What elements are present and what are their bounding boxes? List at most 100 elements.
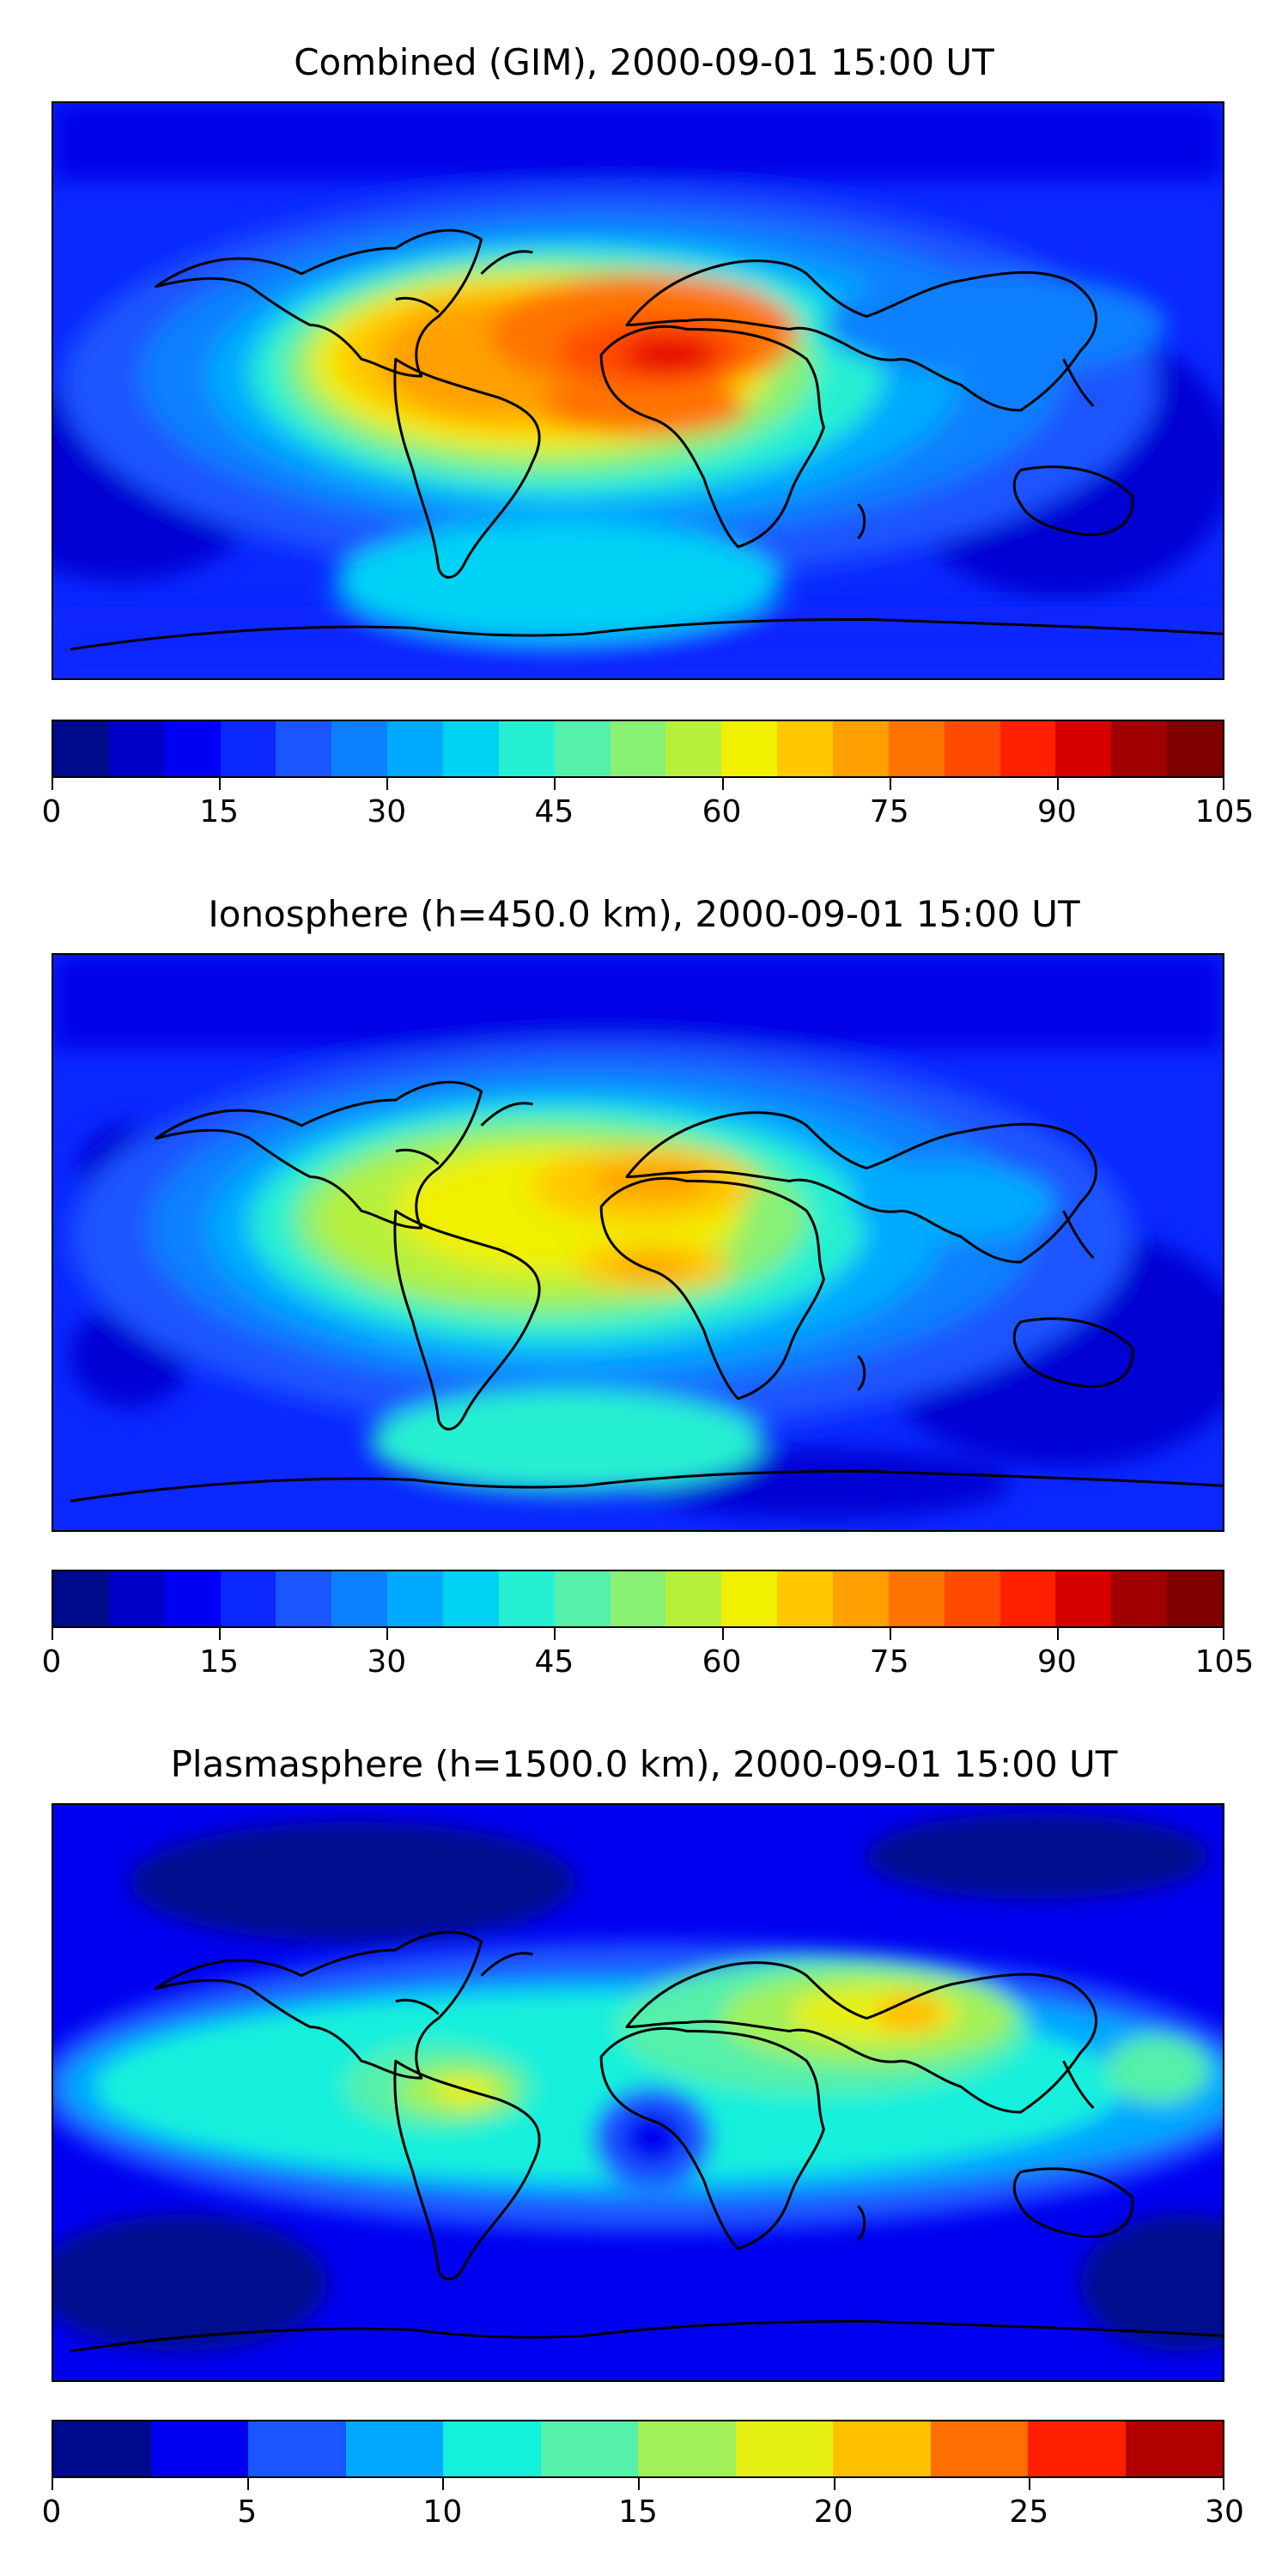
colorbar-segment xyxy=(345,2421,443,2476)
colorbar-tick-label: 45 xyxy=(534,794,574,829)
colorbar-segment xyxy=(554,1571,611,1626)
combined-colorbar-ticks: 0 15 30 45 60 75 90 105 xyxy=(42,778,1254,829)
colorbar-segment xyxy=(833,2421,931,2476)
colorbar-segment xyxy=(498,721,555,776)
colorbar-segment xyxy=(888,721,945,776)
colorbar-segment xyxy=(220,721,276,776)
colorbar-tick-label: 10 xyxy=(422,2494,463,2530)
colorbar-segment xyxy=(248,2421,346,2476)
colorbar-segment xyxy=(443,721,499,776)
colorbar-segment xyxy=(833,721,889,776)
colorbar-tick-mark xyxy=(52,1628,53,1640)
colorbar-tick-mark xyxy=(889,1628,891,1640)
colorbar-tick-label: 60 xyxy=(702,1644,742,1680)
colorbar-tick-label: 75 xyxy=(869,1644,909,1680)
colorbar-tick-mark xyxy=(219,778,222,790)
colorbar-segment xyxy=(777,1571,834,1626)
colorbar-tick-label: 15 xyxy=(199,794,240,829)
colorbar-segment xyxy=(53,1571,109,1626)
colorbar-segment xyxy=(276,1571,332,1626)
colorbar-segment xyxy=(164,1571,221,1626)
colorbar-tick-label: 0 xyxy=(41,794,62,829)
colorbar-segment xyxy=(53,2421,151,2476)
colorbar-tick-mark xyxy=(219,1628,222,1640)
colorbar-segment xyxy=(665,1571,722,1626)
colorbar-segment xyxy=(1167,721,1223,776)
colorbar-tick-mark xyxy=(833,2478,835,2490)
colorbar-segment xyxy=(554,721,611,776)
colorbar-segment xyxy=(443,2421,541,2476)
colorbar-segment xyxy=(930,2421,1028,2476)
colorbar-segment xyxy=(540,2421,638,2476)
colorbar-tick-mark xyxy=(442,2478,445,2490)
colorbar-tick-label: 75 xyxy=(869,794,909,829)
colorbar-tick-mark xyxy=(246,2478,249,2490)
colorbar-segment xyxy=(108,721,165,776)
colorbar-segment xyxy=(1055,721,1112,776)
colorbar-tick-label: 60 xyxy=(702,794,742,829)
colorbar-tick-label: 0 xyxy=(41,2494,62,2530)
colorbar-tick-mark xyxy=(386,778,389,790)
colorbar-tick-label: 30 xyxy=(367,1644,407,1680)
colorbar-segment xyxy=(150,2421,248,2476)
colorbar-segment xyxy=(1028,2421,1126,2476)
colorbar-tick-mark xyxy=(1223,2478,1224,2490)
colorbar-tick-mark xyxy=(721,778,724,790)
colorbar-tick-mark xyxy=(52,778,53,790)
colorbar-tick-label: 30 xyxy=(367,794,407,829)
colorbar-segment xyxy=(1167,1571,1223,1626)
colorbar-segment xyxy=(220,1571,276,1626)
colorbar-segment xyxy=(387,721,444,776)
colorbar-tick-label: 105 xyxy=(1194,794,1255,829)
colorbar-tick-label: 5 xyxy=(237,2494,258,2530)
colorbar-tick-label: 25 xyxy=(1009,2494,1049,2530)
combined-tec-field xyxy=(53,103,1223,678)
colorbar-segment xyxy=(1125,2421,1223,2476)
colorbar-segment xyxy=(999,721,1056,776)
colorbar-tick-label: 105 xyxy=(1194,1644,1255,1680)
colorbar-segment xyxy=(944,1571,1000,1626)
colorbar-segment xyxy=(164,721,221,776)
colorbar-tick-mark xyxy=(554,1628,556,1640)
colorbar-tick-mark xyxy=(1223,778,1224,790)
colorbar-segment xyxy=(735,2421,833,2476)
colorbar-segment xyxy=(721,721,778,776)
colorbar-tick-label: 0 xyxy=(41,1644,62,1680)
colorbar-segment xyxy=(638,2421,736,2476)
colorbar-segment xyxy=(721,1571,778,1626)
plasmasphere-map xyxy=(52,1803,1224,2382)
colorbar-tick-mark xyxy=(386,1628,389,1640)
colorbar-tick-mark xyxy=(1056,1628,1059,1640)
colorbar-segment xyxy=(999,1571,1056,1626)
colorbar-segment xyxy=(610,721,666,776)
colorbar-tick-mark xyxy=(889,778,891,790)
combined-colorbar xyxy=(52,720,1224,778)
colorbar-segment xyxy=(833,1571,889,1626)
colorbar-tick-label: 90 xyxy=(1036,794,1077,829)
ionosphere-colorbar xyxy=(52,1570,1224,1628)
colorbar-segment xyxy=(53,721,109,776)
colorbar-tick-mark xyxy=(1029,2478,1031,2490)
colorbar-segment xyxy=(108,1571,165,1626)
colorbar-tick-mark xyxy=(554,778,556,790)
combined-map-title: Combined (GIM), 2000-09-01 15:00 UT xyxy=(294,41,994,83)
colorbar-segment xyxy=(443,1571,499,1626)
colorbar-tick-mark xyxy=(638,2478,640,2490)
plasmasphere-tec-field xyxy=(53,1805,1223,2380)
ionosphere-map xyxy=(52,953,1224,1532)
colorbar-segment xyxy=(777,721,834,776)
colorbar-segment xyxy=(331,721,388,776)
colorbar-segment xyxy=(387,1571,444,1626)
colorbar-segment xyxy=(888,1571,945,1626)
colorbar-tick-label: 20 xyxy=(813,2494,854,2530)
ionosphere-tec-field xyxy=(53,955,1223,1530)
colorbar-tick-label: 30 xyxy=(1205,2494,1244,2530)
colorbar-tick-mark xyxy=(721,1628,724,1640)
colorbar-tick-label: 45 xyxy=(534,1644,574,1680)
colorbar-tick-mark xyxy=(1056,778,1059,790)
combined-map xyxy=(52,101,1224,680)
colorbar-segment xyxy=(944,721,1000,776)
colorbar-tick-label: 15 xyxy=(618,2494,658,2530)
colorbar-segment xyxy=(498,1571,555,1626)
colorbar-segment xyxy=(1111,721,1168,776)
